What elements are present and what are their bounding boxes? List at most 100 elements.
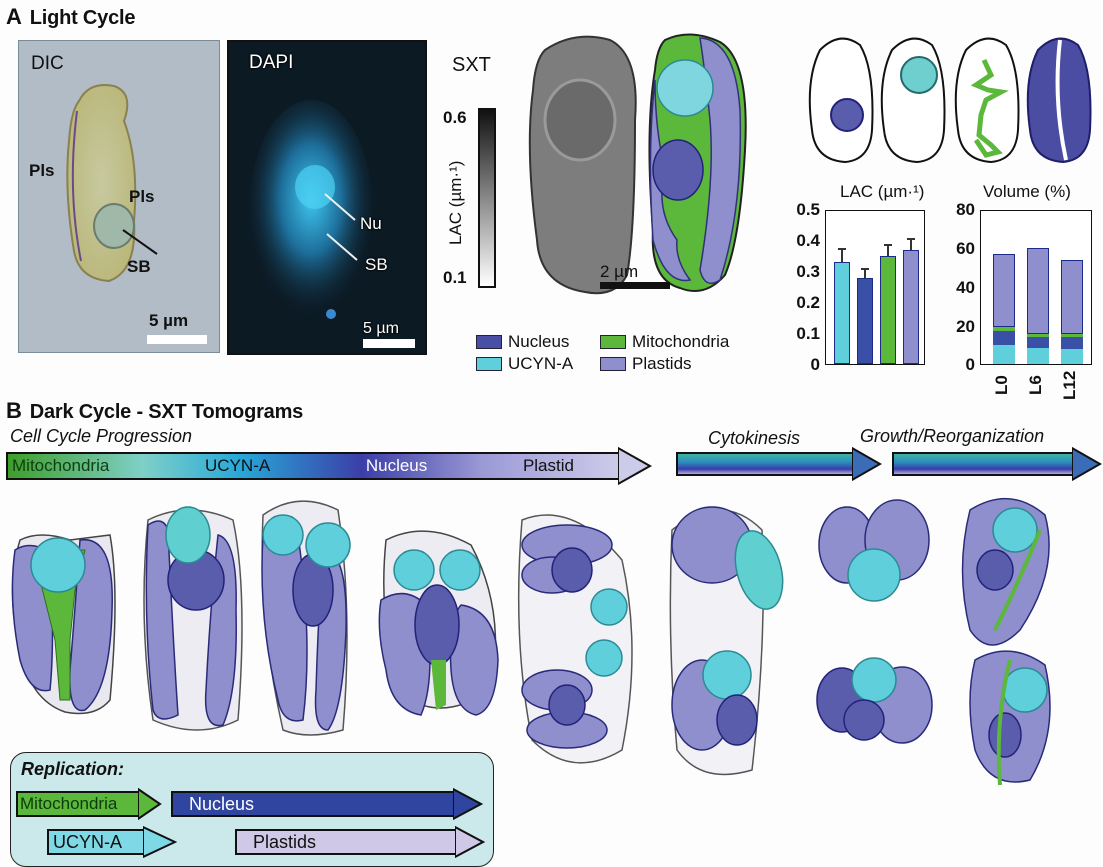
- volume-xtick-l12: L12: [1060, 370, 1079, 400]
- colorbar-max: 0.6: [443, 108, 467, 127]
- legend-ucyn-a-label: UCYN-A: [508, 354, 574, 373]
- legend-nucleus-label: Nucleus: [508, 332, 570, 351]
- legend-plastids: Plastids: [600, 354, 692, 374]
- legend-mitochondria-label: Mitochondria: [632, 332, 730, 351]
- volume-bar-l12: [1061, 260, 1083, 364]
- tomogram-3: [261, 500, 351, 736]
- replication-arrow-nucleus: Nucleus: [171, 788, 483, 820]
- stage-plastid: Plastid: [522, 456, 574, 475]
- colorbar-label: LAC (µm·¹): [446, 160, 465, 245]
- lac-chart-plot: [825, 210, 925, 365]
- growth-reorganization-arrow: [892, 446, 1102, 482]
- cytokinesis-arrow-head: [852, 446, 882, 482]
- legend-nucleus: Nucleus: [476, 332, 569, 352]
- cell-mitochondria: [954, 37, 1020, 164]
- dapi-scale-label: 5 µm: [363, 320, 399, 337]
- progression-arrow-head: [618, 446, 652, 486]
- lac-ytick: 0: [810, 355, 820, 374]
- volume-ytick: 0: [965, 355, 975, 374]
- lac-err-mitochondria: [884, 244, 892, 256]
- nucleus-arrow-head: [453, 788, 483, 820]
- dapi-cell-image: [249, 100, 373, 320]
- pls-label-right: Pls: [129, 187, 155, 206]
- lac-bar-nucleus: [857, 278, 873, 364]
- sxt-tomogram-images: [528, 33, 747, 295]
- growth-label: Growth/Reorganization: [860, 426, 1045, 446]
- dic-scale-label: 5 µm: [149, 311, 189, 330]
- panel-b-heading: Dark Cycle - SXT Tomograms: [29, 401, 304, 423]
- sxt-scale-label: 2 µm: [600, 262, 639, 281]
- stage-nucleus: Nucleus: [365, 456, 428, 475]
- volume-chart-plot: [980, 210, 1092, 365]
- replication-mitochondria-label: Mitochondria: [20, 794, 118, 813]
- stage-ucyn-a: UCYN-A: [205, 456, 271, 475]
- nu-label: Nu: [360, 214, 382, 233]
- tomogram-1: [11, 534, 116, 715]
- legend-plastids-label: Plastids: [632, 354, 692, 373]
- panel-b-title: B Dark Cycle - SXT Tomograms: [6, 398, 303, 424]
- lac-ytick: 0.2: [796, 293, 820, 312]
- lac-ytick: 0.1: [796, 324, 820, 343]
- stage-mitochondria: Mitochondria: [12, 456, 110, 475]
- panel-a-title: A Light Cycle: [6, 4, 135, 30]
- progression-label: Cell Cycle Progression: [10, 426, 193, 446]
- cell-nucleus: [808, 37, 874, 164]
- cytokinesis-label: Cytokinesis: [708, 428, 801, 448]
- volume-bar-l0: [993, 254, 1015, 364]
- mitochondria-arrow-head: [138, 788, 162, 820]
- replication-box: Replication: Mitochondria Nucleus UCYN-A…: [10, 752, 494, 867]
- lac-bar-plastids: [903, 250, 919, 364]
- replication-arrow-ucyn-a: UCYN-A: [47, 826, 177, 858]
- tomogram-4: [378, 530, 499, 716]
- ucyn-a-swatch: [476, 357, 502, 371]
- tomogram-5: [517, 514, 633, 764]
- ucyn-a-arrow-head: [143, 826, 177, 858]
- dic-cell-image: [66, 84, 158, 283]
- replication-title: Replication:: [21, 759, 125, 779]
- replication-nucleus-label: Nucleus: [189, 793, 255, 814]
- lac-ytick: 0.4: [796, 231, 820, 250]
- volume-ytick: 20: [956, 317, 975, 336]
- cell-ucyn-a: [880, 37, 946, 164]
- lac-colorbar: [478, 108, 496, 288]
- replication-plastids-label: Plastids: [253, 831, 317, 852]
- sxt-label: SXT: [452, 54, 491, 76]
- volume-xtick-l0: L0: [992, 375, 1011, 395]
- cytokinesis-arrow: [676, 446, 882, 482]
- sxt-scale-bar: [600, 282, 670, 289]
- lac-chart-title: LAC (µm·¹): [840, 182, 925, 201]
- dark-cycle-tomograms: [11, 498, 1051, 786]
- replication-arrow-mitochondria: Mitochondria: [16, 788, 162, 820]
- lac-ytick: 0.5: [796, 200, 820, 219]
- lac-err-ucyn-a: [838, 248, 846, 262]
- tomogram-8: [961, 498, 1051, 786]
- dapi-micrograph: DAPI Nu SB 5 µm: [227, 40, 427, 355]
- lac-err-nucleus: [861, 268, 869, 278]
- plastids-swatch: [600, 357, 626, 371]
- volume-ytick: 40: [956, 278, 975, 297]
- tomogram-6: [669, 506, 784, 776]
- dic-scale-bar: [147, 335, 207, 344]
- lac-ytick: 0.3: [796, 262, 820, 281]
- tomogram-2: [143, 506, 243, 731]
- lac-bar-mitochondria: [880, 256, 896, 364]
- volume-ytick: 60: [956, 239, 975, 258]
- replication-ucyn-a-label: UCYN-A: [53, 831, 123, 852]
- volume-xtick-l6: L6: [1026, 375, 1045, 395]
- growth-arrow-head: [1072, 446, 1102, 482]
- volume-bar-l6: [1027, 248, 1049, 364]
- panel-a-letter: A: [6, 4, 22, 29]
- pls-label-left: Pls: [29, 161, 55, 180]
- volume-ytick: 80: [956, 200, 975, 219]
- dapi-label: DAPI: [249, 52, 294, 73]
- panel-b-letter: B: [6, 398, 22, 423]
- colorbar-min: 0.1: [443, 268, 467, 287]
- cell-cycle-progression-arrow: Mitochondria UCYN-A Nucleus Plastid: [6, 446, 652, 486]
- replication-arrow-plastids: Plastids: [235, 826, 485, 858]
- volume-chart-title: Volume (%): [983, 182, 1071, 201]
- dic-label: DIC: [31, 53, 64, 74]
- tomogram-7: [816, 499, 933, 744]
- lac-bar-ucyn-a: [834, 262, 850, 364]
- dapi-scale-bar: [363, 339, 415, 348]
- mitochondria-swatch: [600, 335, 626, 349]
